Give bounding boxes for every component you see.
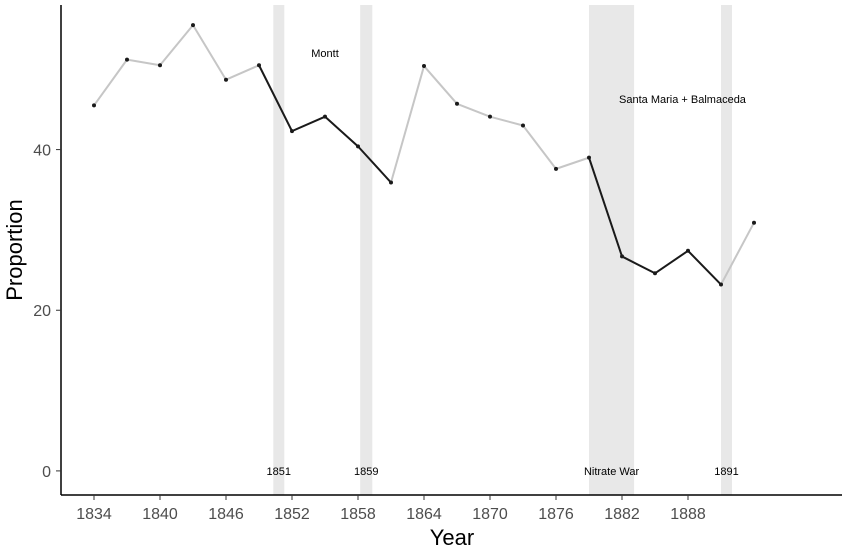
x-tick-label: 1864 — [406, 506, 442, 523]
line-segment — [423, 65, 458, 105]
data-point — [620, 254, 624, 259]
data-point — [752, 220, 756, 225]
x-tick-label: 1834 — [76, 506, 112, 523]
x-tick-label: 1882 — [604, 506, 640, 523]
line-segment-highlighted — [357, 145, 392, 184]
y-tick-label: 20 — [33, 303, 51, 320]
line-segment-highlighted — [258, 64, 293, 133]
data-point — [521, 123, 525, 128]
shaded-period — [273, 5, 285, 495]
data-point — [158, 63, 162, 68]
y-axis-title: Proportion — [2, 199, 27, 301]
x-tick-label: 1876 — [538, 506, 574, 523]
data-point — [719, 282, 723, 287]
data-point — [488, 114, 492, 119]
shaded-period-label: 1891 — [714, 466, 738, 478]
line-segment-highlighted — [621, 255, 656, 275]
annotation-label: Santa Maria + Balmaceda — [619, 94, 747, 106]
line-segment — [555, 156, 590, 170]
data-point — [686, 248, 690, 253]
x-axis-ticks: 1834 1840 1846 1852 1858 1864 1870 1876 1882 1888 — [76, 495, 706, 523]
x-tick-label: 1888 — [670, 506, 706, 523]
data-point — [323, 114, 327, 119]
y-tick-label: 0 — [42, 464, 51, 481]
data-point — [389, 180, 393, 185]
line-segment-highlighted — [324, 115, 359, 148]
line-segment — [159, 24, 194, 67]
line-segment — [225, 64, 260, 81]
y-axis-ticks: 0 20 40 — [33, 143, 61, 481]
data-point — [455, 101, 459, 106]
data-point — [653, 271, 657, 276]
line-segment — [126, 58, 161, 67]
data-point — [257, 63, 261, 68]
data-point — [587, 155, 591, 160]
series-lines — [93, 24, 755, 286]
shaded-period-label: Nitrate War — [584, 466, 640, 478]
series-points — [92, 23, 756, 287]
x-tick-label: 1840 — [142, 506, 178, 523]
line-segment-highlighted — [687, 249, 722, 286]
shaded-period — [360, 5, 373, 495]
line-segment-highlighted — [291, 115, 326, 133]
data-point — [224, 77, 228, 82]
line-segment — [93, 58, 128, 107]
shaded-periods — [273, 5, 732, 495]
annotation-label: Montt — [311, 48, 339, 60]
data-point — [290, 129, 294, 134]
line-segment — [720, 221, 755, 286]
data-point — [554, 166, 558, 171]
x-tick-label: 1858 — [340, 506, 376, 523]
line-segment — [456, 102, 491, 118]
x-tick-label: 1870 — [472, 506, 508, 523]
line-segment — [192, 24, 227, 81]
x-tick-label: 1852 — [274, 506, 310, 523]
x-tick-label: 1846 — [208, 506, 244, 523]
x-axis-title: Year — [430, 525, 474, 550]
line-segment-highlighted — [654, 249, 689, 275]
data-point — [356, 144, 360, 149]
shaded-period-label: 1851 — [267, 466, 291, 478]
line-segment — [390, 65, 425, 184]
axes — [60, 5, 842, 496]
annotations: 1851 1859 Nitrate War 1891 Montt Santa Maria … — [267, 48, 747, 478]
line-segment-highlighted — [588, 156, 623, 258]
data-point — [422, 64, 426, 69]
shaded-period-label: 1859 — [354, 466, 378, 478]
line-segment — [489, 115, 524, 127]
shaded-period — [589, 5, 635, 495]
data-point — [92, 103, 96, 108]
shaded-period — [721, 5, 732, 495]
data-point — [191, 23, 195, 28]
y-tick-label: 40 — [33, 143, 51, 160]
data-point — [125, 57, 129, 62]
line-segment — [522, 124, 557, 170]
